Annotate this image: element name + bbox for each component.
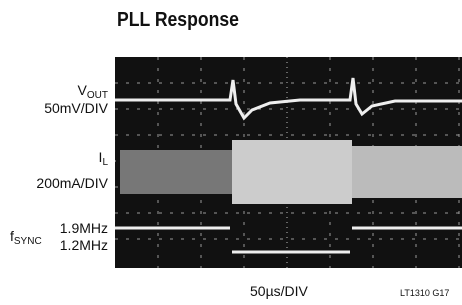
subscript: L [102,157,108,168]
center-axes [115,57,462,268]
il-band [120,150,232,194]
subscript: SYNC [14,236,42,247]
title: PLL Response [117,10,239,30]
trace-scale: 50mV/DIV [44,101,108,115]
level-label: 1.2MHz [60,238,108,252]
il-band [232,140,352,204]
symbol: V [78,82,87,98]
page: PLL Response VOUT 50mV/DIV IL 200mA/DIV … [0,0,462,305]
trace-label: IL [99,150,108,168]
figure-id: LT1310 G17 [400,289,449,298]
fsync-trace [115,228,462,252]
trace-label: fSYNC [10,229,42,247]
scope-screen [0,0,462,305]
vout-trace [115,78,462,118]
trace-label: VOUT [78,83,108,101]
trace-scale: 200mA/DIV [36,176,108,190]
grid [115,57,462,268]
il-band [352,146,462,198]
screen [115,57,462,268]
x-label: 50µs/DIV [250,284,308,298]
level-label: 1.9MHz [60,221,108,235]
